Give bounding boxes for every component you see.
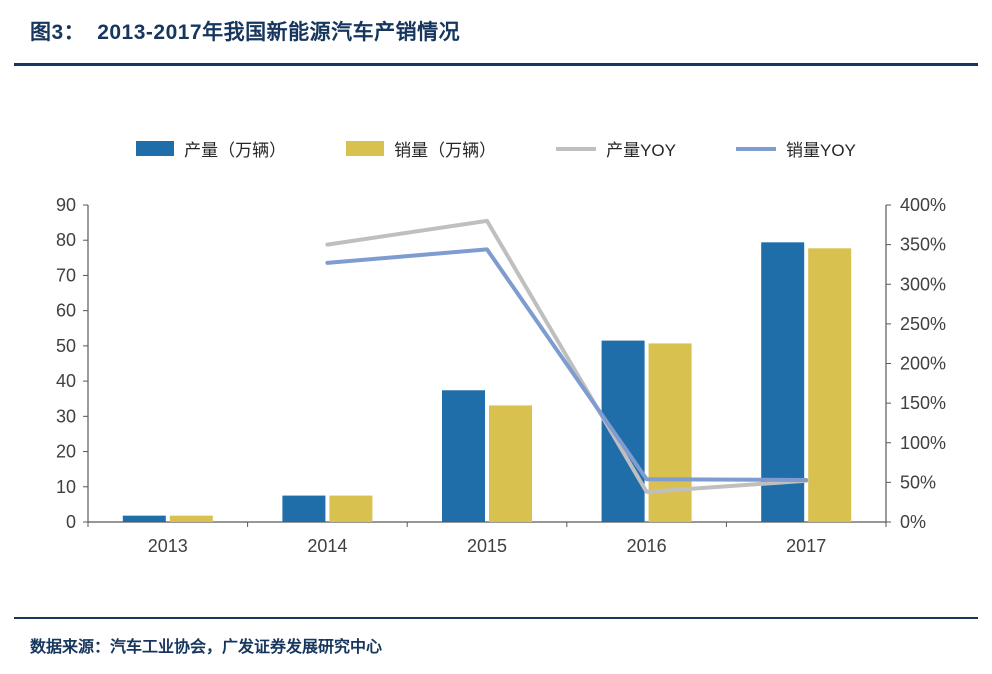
right-axis-tick-label: 150%	[900, 393, 946, 413]
sales-yoy-line-swatch	[736, 146, 776, 151]
production-bar-swatch	[136, 141, 175, 156]
production-bar-2015	[442, 390, 485, 522]
x-axis-label: 2017	[786, 536, 826, 556]
right-axis-tick-label: 50%	[900, 472, 936, 492]
production-yoy-line	[325, 218, 809, 494]
sales-bar-2016	[648, 343, 692, 522]
production-bar-2014	[282, 495, 326, 522]
sales-bar-2013	[169, 515, 213, 522]
right-axis-tick-label: 100%	[900, 433, 946, 453]
left-axis-tick-label: 90	[56, 195, 76, 215]
legend-item-sales-yoy-line: 销量YOY	[736, 136, 856, 161]
data-source-note: 数据来源：汽车工业协会，广发证券发展研究中心	[30, 639, 383, 656]
right-axis-tick-label: 350%	[900, 235, 946, 255]
left-axis-tick-label: 80	[56, 230, 76, 250]
production-bar-2017	[761, 242, 805, 522]
sales-bar-2014	[329, 495, 373, 522]
left-axis-tick-label: 30	[56, 406, 76, 426]
production-bar-2013	[122, 515, 166, 522]
production-yoy-line-swatch	[556, 146, 597, 151]
legend-label-sales: 销量（万辆）	[394, 141, 497, 160]
right-axis-tick-label: 0%	[900, 512, 926, 532]
legend-label-production: 产量（万辆）	[184, 141, 287, 160]
legend-item-sales-bar: 销量（万辆）	[346, 136, 496, 161]
sales-bar-2015	[489, 405, 532, 522]
legend-item-production-yoy-line: 产量YOY	[556, 136, 676, 161]
sales-bar-2017	[808, 248, 852, 522]
sales-yoy-line	[325, 247, 809, 482]
left-axis-tick-label: 0	[66, 512, 76, 532]
left-axis-tick-label: 40	[56, 371, 76, 391]
left-axis-tick-label: 20	[56, 442, 76, 462]
figure-number-label: 图3：	[30, 21, 86, 44]
right-axis-tick-label: 200%	[900, 354, 946, 374]
left-axis-tick-label: 50	[56, 336, 76, 356]
right-axis-tick-label: 400%	[900, 195, 946, 215]
legend-label-production-yoy: 产量YOY	[606, 141, 676, 160]
right-axis-tick-label: 300%	[900, 274, 946, 294]
x-axis-label: 2013	[148, 536, 188, 556]
figure-title: 图3： 2013-2017年我国新能源汽车产销情况	[30, 16, 460, 46]
left-axis-tick-label: 70	[56, 265, 76, 285]
left-axis-tick-label: 10	[56, 477, 76, 497]
right-axis-tick-label: 250%	[900, 314, 946, 334]
footer-divider-rule	[14, 617, 978, 619]
x-axis-label: 2015	[467, 536, 507, 556]
x-axis-label: 2016	[627, 536, 667, 556]
left-axis-tick-label: 60	[56, 301, 76, 321]
x-axis-label: 2014	[307, 536, 347, 556]
figure-title-text: 2013-2017年我国新能源汽车产销情况	[97, 21, 461, 44]
sales-bar-swatch	[346, 141, 385, 156]
chart-legend: 产量（万辆） 销量（万辆） 产量YOY 销量YOY	[0, 136, 992, 161]
legend-label-sales-yoy: 销量YOY	[786, 141, 856, 160]
title-divider-rule	[14, 63, 978, 66]
production-bar-2016	[601, 340, 645, 522]
legend-item-production-bar: 产量（万辆）	[136, 136, 286, 161]
